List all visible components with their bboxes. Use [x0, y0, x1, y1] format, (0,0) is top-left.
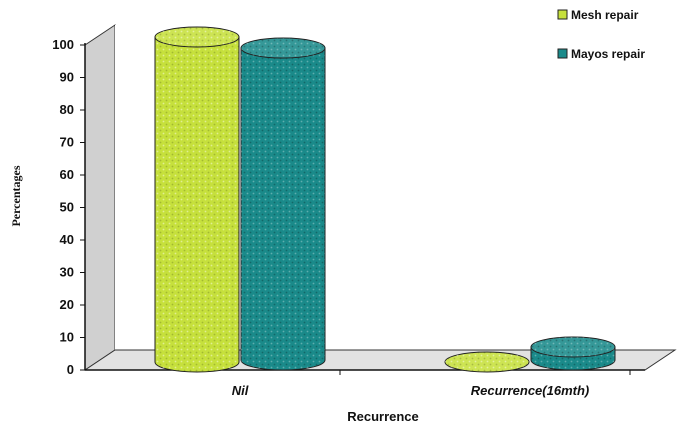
y-axis-label: Percentages	[9, 165, 23, 226]
bar-mayos-nil	[240, 37, 326, 371]
bar-top-texture	[445, 352, 529, 372]
y-tick-label: 60	[60, 167, 74, 182]
y-tick-label: 50	[60, 200, 74, 215]
y-tick-label: 40	[60, 232, 74, 247]
y-tick-label: 80	[60, 102, 74, 117]
side-wall	[84, 24, 116, 371]
y-tick-label: 90	[60, 70, 74, 85]
legend-label: Mayos repair	[571, 47, 645, 61]
bar-mesh-recurrence	[444, 351, 530, 373]
legend-item: Mayos repair	[557, 47, 645, 61]
bar-texture	[155, 37, 239, 372]
legend-swatch	[557, 9, 568, 20]
bar-texture	[241, 48, 325, 370]
y-tick-label: 70	[60, 135, 74, 150]
y-tick-label: 100	[52, 37, 74, 52]
y-tick-label: 10	[60, 330, 74, 345]
x-tick-label: Nil	[232, 383, 249, 398]
y-tick-label: 20	[60, 297, 74, 312]
bar-top-texture	[155, 27, 239, 47]
bar-mayos-recurrence	[530, 336, 616, 371]
bar-top-texture	[531, 337, 615, 357]
legend-label: Mesh repair	[571, 8, 639, 22]
x-axis-label: Recurrence	[347, 409, 419, 424]
axis-text: Recurrence Percentages	[9, 165, 419, 424]
y-tick-label: 30	[60, 265, 74, 280]
axes: 0 10 20 30 40 50 60 70 80 90 100 Nil Recurrence(16mt…	[52, 37, 645, 398]
bars	[154, 26, 616, 373]
legend-item: Mesh repair	[557, 8, 639, 22]
legend: Mesh repair Mayos repair	[557, 8, 645, 61]
bar-mesh-nil	[154, 26, 240, 373]
legend-swatch	[557, 48, 568, 59]
x-tick-label: Recurrence(16mth)	[471, 383, 590, 398]
bar-top-texture	[241, 38, 325, 58]
y-tick-label: 0	[67, 362, 74, 377]
